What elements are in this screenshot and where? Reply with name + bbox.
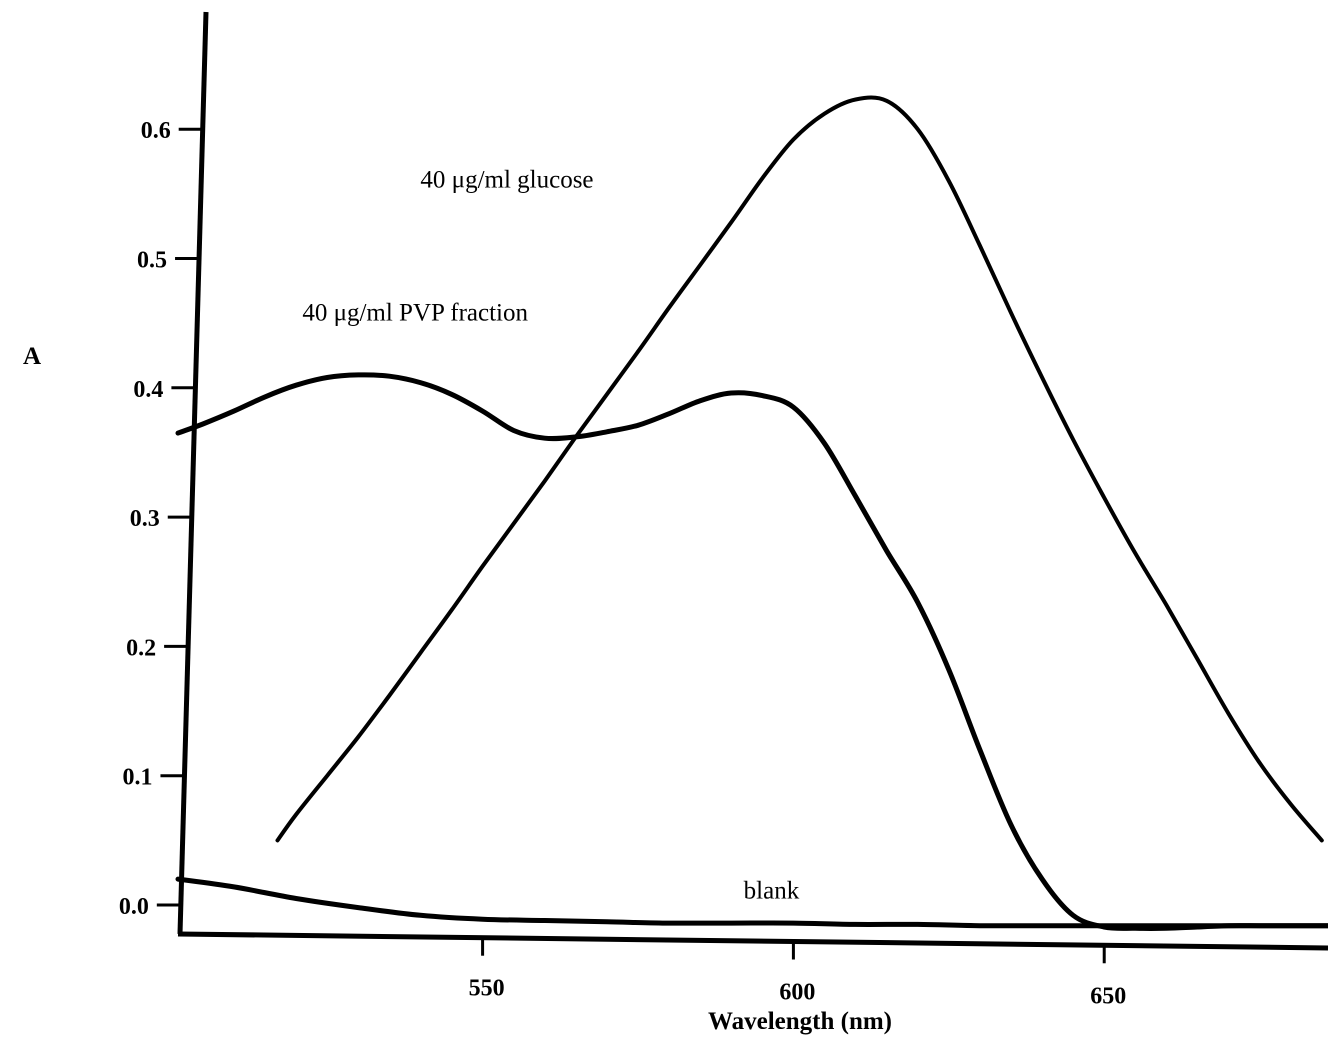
series-annotation: 40 μg/ml glucose [420, 166, 593, 193]
axes [177, 11, 1328, 951]
y-axis-line [177, 11, 209, 935]
x-ticks: 550 600 650 [469, 937, 1126, 1009]
annotations: 40 μg/ml glucose 40 μg/ml PVP fraction bla… [302, 166, 799, 904]
x-tick-label: 650 [1090, 983, 1126, 1009]
y-tick-label: 0.5 [137, 248, 167, 274]
y-tick-label: 0.6 [141, 118, 171, 144]
y-axis-title: A [23, 343, 41, 370]
y-tick-label: 0.0 [119, 894, 149, 920]
y-ticks: 0.0 0.1 0.2 0.3 0.4 0.5 0.6 [119, 118, 203, 920]
series-layer [175, 95, 1328, 931]
x-tick-label: 600 [779, 979, 815, 1005]
x-tick-label: 550 [469, 976, 505, 1002]
x-axis-title: Wavelength (nm) [708, 1008, 892, 1035]
series-line-blank [175, 876, 1328, 929]
series-line-40-g-ml-glucose [275, 95, 1324, 843]
y-tick-label: 0.2 [126, 635, 156, 661]
series-annotation: blank [744, 878, 800, 905]
y-tick-label: 0.4 [133, 377, 163, 403]
x-axis-line [177, 931, 1328, 951]
series-line-40-g-ml-pvp-fraction [175, 372, 1328, 931]
y-tick-label: 0.1 [122, 765, 152, 791]
y-tick-label: 0.3 [130, 506, 160, 532]
series-annotation: 40 μg/ml PVP fraction [302, 300, 528, 327]
